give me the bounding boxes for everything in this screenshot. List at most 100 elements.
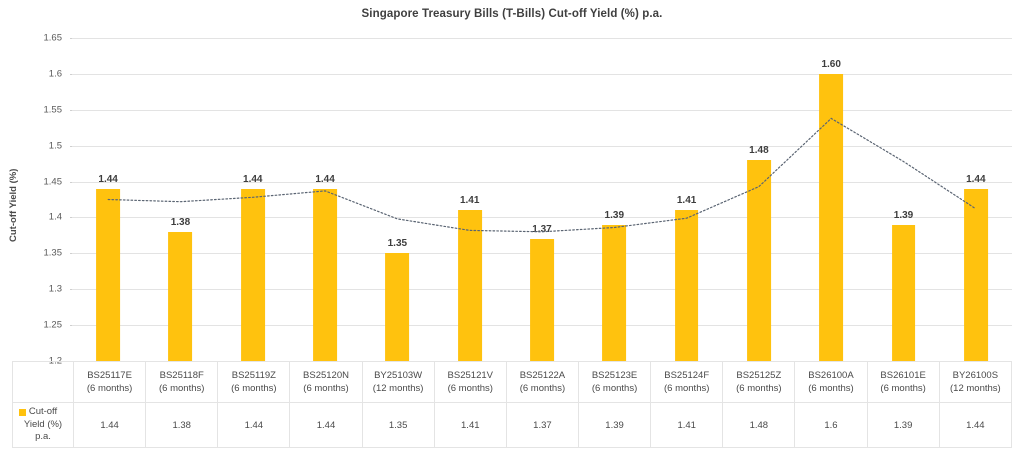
category-term: (12 months) bbox=[950, 383, 1001, 394]
bar-slot: 1.44 bbox=[217, 38, 289, 361]
table-row-values: Cut-off Yield (%) p.a. 1.44 1.38 1.44 1.44 1… bbox=[12, 402, 1013, 448]
category-label-cell: BS26100A (6 months) bbox=[794, 361, 868, 403]
legend-label-line2: Yield (%) bbox=[23, 418, 63, 430]
category-term: (6 months) bbox=[591, 383, 638, 394]
value-cell: 1.44 bbox=[72, 402, 147, 448]
value-cell: 1.37 bbox=[505, 402, 579, 448]
bar[interactable] bbox=[746, 160, 771, 361]
bar-value-label: 1.44 bbox=[966, 173, 986, 185]
chart-title: Singapore Treasury Bills (T-Bills) Cut-o… bbox=[361, 8, 663, 20]
bar[interactable] bbox=[819, 73, 844, 361]
y-axis-tick-label: 1.45 bbox=[43, 176, 63, 188]
category-term: (6 months) bbox=[303, 383, 349, 394]
category-term: (6 months) bbox=[86, 383, 133, 394]
bar[interactable] bbox=[963, 188, 988, 361]
bar-value-label: 1.48 bbox=[749, 145, 769, 157]
category-code: BS25122A bbox=[519, 370, 566, 381]
bar-slot: 1.39 bbox=[867, 38, 939, 361]
category-term: (6 months) bbox=[736, 383, 782, 394]
category-code: BS25123E bbox=[591, 370, 638, 381]
gridline bbox=[72, 73, 1012, 75]
bar-slot: 1.35 bbox=[361, 38, 433, 361]
bar-slot: 1.41 bbox=[650, 38, 722, 361]
category-term: (6 months) bbox=[880, 383, 926, 394]
value-cell: 1.35 bbox=[361, 402, 435, 448]
category-code: BS25119Z bbox=[231, 370, 276, 381]
category-code: BS26101E bbox=[880, 370, 926, 381]
bar[interactable] bbox=[530, 238, 554, 361]
gridline bbox=[72, 38, 1012, 39]
category-label-cell: BS25120N (6 months) bbox=[289, 361, 363, 403]
bar[interactable] bbox=[240, 188, 265, 361]
category-code: BY25103W bbox=[374, 370, 423, 381]
bar-value-label: 1.39 bbox=[604, 209, 625, 221]
bar-slot: 1.38 bbox=[144, 38, 216, 361]
category-label-cell: BS25122A (6 months) bbox=[505, 361, 579, 403]
bar-value-label: 1.44 bbox=[243, 173, 263, 185]
value-cell: 1.41 bbox=[433, 402, 507, 448]
category-code: BS25120N bbox=[303, 370, 349, 381]
category-term: (6 months) bbox=[447, 383, 493, 394]
legend-label-cell: Cut-off Yield (%) p.a. bbox=[12, 402, 74, 448]
category-code: BS25124F bbox=[664, 370, 710, 381]
category-label-cell: BS25124F (6 months) bbox=[650, 361, 724, 403]
y-axis-tick-labels: 1.65 1.6 1.55 1.5 1.45 1.4 1.35 1.3 1.25 1.2 bbox=[10, 33, 75, 367]
category-label-cell: BS25123E (6 months) bbox=[577, 361, 652, 403]
bar-value-label: 1.35 bbox=[387, 238, 408, 250]
y-axis-tick-label: 1.4 bbox=[48, 211, 62, 223]
y-axis-tick-label: 1.55 bbox=[43, 104, 63, 116]
y-axis-tick-label: 1.25 bbox=[43, 319, 63, 331]
category-code: BS25121V bbox=[447, 370, 493, 381]
legend-color-swatch bbox=[19, 409, 26, 416]
bar[interactable] bbox=[457, 210, 482, 361]
table-row-categories: BS25117E (6 months) BS25118F (6 months) BS25… bbox=[12, 361, 1013, 403]
bar[interactable] bbox=[96, 188, 121, 361]
value-cell: 1.6 bbox=[794, 402, 868, 448]
value-cell: 1.44 bbox=[289, 402, 363, 448]
bar-slot: 1.41 bbox=[434, 38, 506, 361]
value-cell: 1.44 bbox=[217, 402, 291, 448]
category-code: BY26100S bbox=[952, 370, 999, 381]
bar-value-label: 1.44 bbox=[98, 173, 118, 185]
y-axis-tick-label: 1.3 bbox=[48, 283, 62, 295]
category-label-cell: BS25118F (6 months) bbox=[145, 361, 219, 403]
bar-value-label: 1.41 bbox=[459, 195, 480, 207]
y-axis-tick-label: 1.6 bbox=[48, 68, 62, 80]
category-term: (6 months) bbox=[519, 383, 566, 394]
bar-value-label: 1.60 bbox=[821, 58, 841, 70]
category-term: (6 months) bbox=[808, 383, 854, 394]
bar[interactable] bbox=[602, 224, 627, 361]
category-term: (12 months) bbox=[372, 383, 424, 394]
plot-area: 1.44 1.38 1.44 1.44 1.35 1.41 1.37 1.39 1.41 1.48… bbox=[72, 38, 1012, 362]
category-label-cell: BY25103W (12 months) bbox=[361, 361, 435, 403]
bar[interactable] bbox=[313, 188, 337, 361]
bar-slot: 1.37 bbox=[506, 38, 578, 361]
value-cell: 1.39 bbox=[577, 402, 652, 448]
category-label-cell: BS25125Z (6 months) bbox=[722, 361, 796, 403]
category-code: BS25118F bbox=[159, 370, 204, 381]
bar-value-label: 1.39 bbox=[893, 209, 914, 221]
category-code: BS25117E bbox=[87, 370, 132, 381]
bar[interactable] bbox=[891, 224, 916, 361]
y-axis-tick-label: 1.65 bbox=[43, 32, 63, 44]
bar[interactable] bbox=[385, 253, 410, 361]
bar-value-label: 1.41 bbox=[676, 195, 697, 207]
bar[interactable] bbox=[168, 231, 193, 361]
data-table: BS25117E (6 months) BS25118F (6 months) BS25… bbox=[12, 361, 1013, 448]
category-label-cell: BS25117E (6 months) bbox=[72, 361, 147, 403]
gridline bbox=[72, 109, 1012, 111]
bar-slot: 1.60 bbox=[795, 38, 867, 361]
category-code: BS25125Z bbox=[736, 370, 782, 381]
category-term: (6 months) bbox=[159, 383, 205, 394]
bar[interactable] bbox=[674, 210, 699, 361]
value-cell: 1.41 bbox=[650, 402, 724, 448]
table-corner-cell bbox=[12, 361, 74, 403]
value-cell: 1.44 bbox=[938, 402, 1013, 448]
category-code: BS26100A bbox=[808, 370, 854, 381]
bar-slot: 1.48 bbox=[723, 38, 795, 361]
category-term: (6 months) bbox=[663, 383, 710, 394]
bar-value-label: 1.38 bbox=[170, 216, 191, 228]
bar-slot: 1.39 bbox=[578, 38, 650, 361]
bar-slot: 1.44 bbox=[289, 38, 361, 361]
